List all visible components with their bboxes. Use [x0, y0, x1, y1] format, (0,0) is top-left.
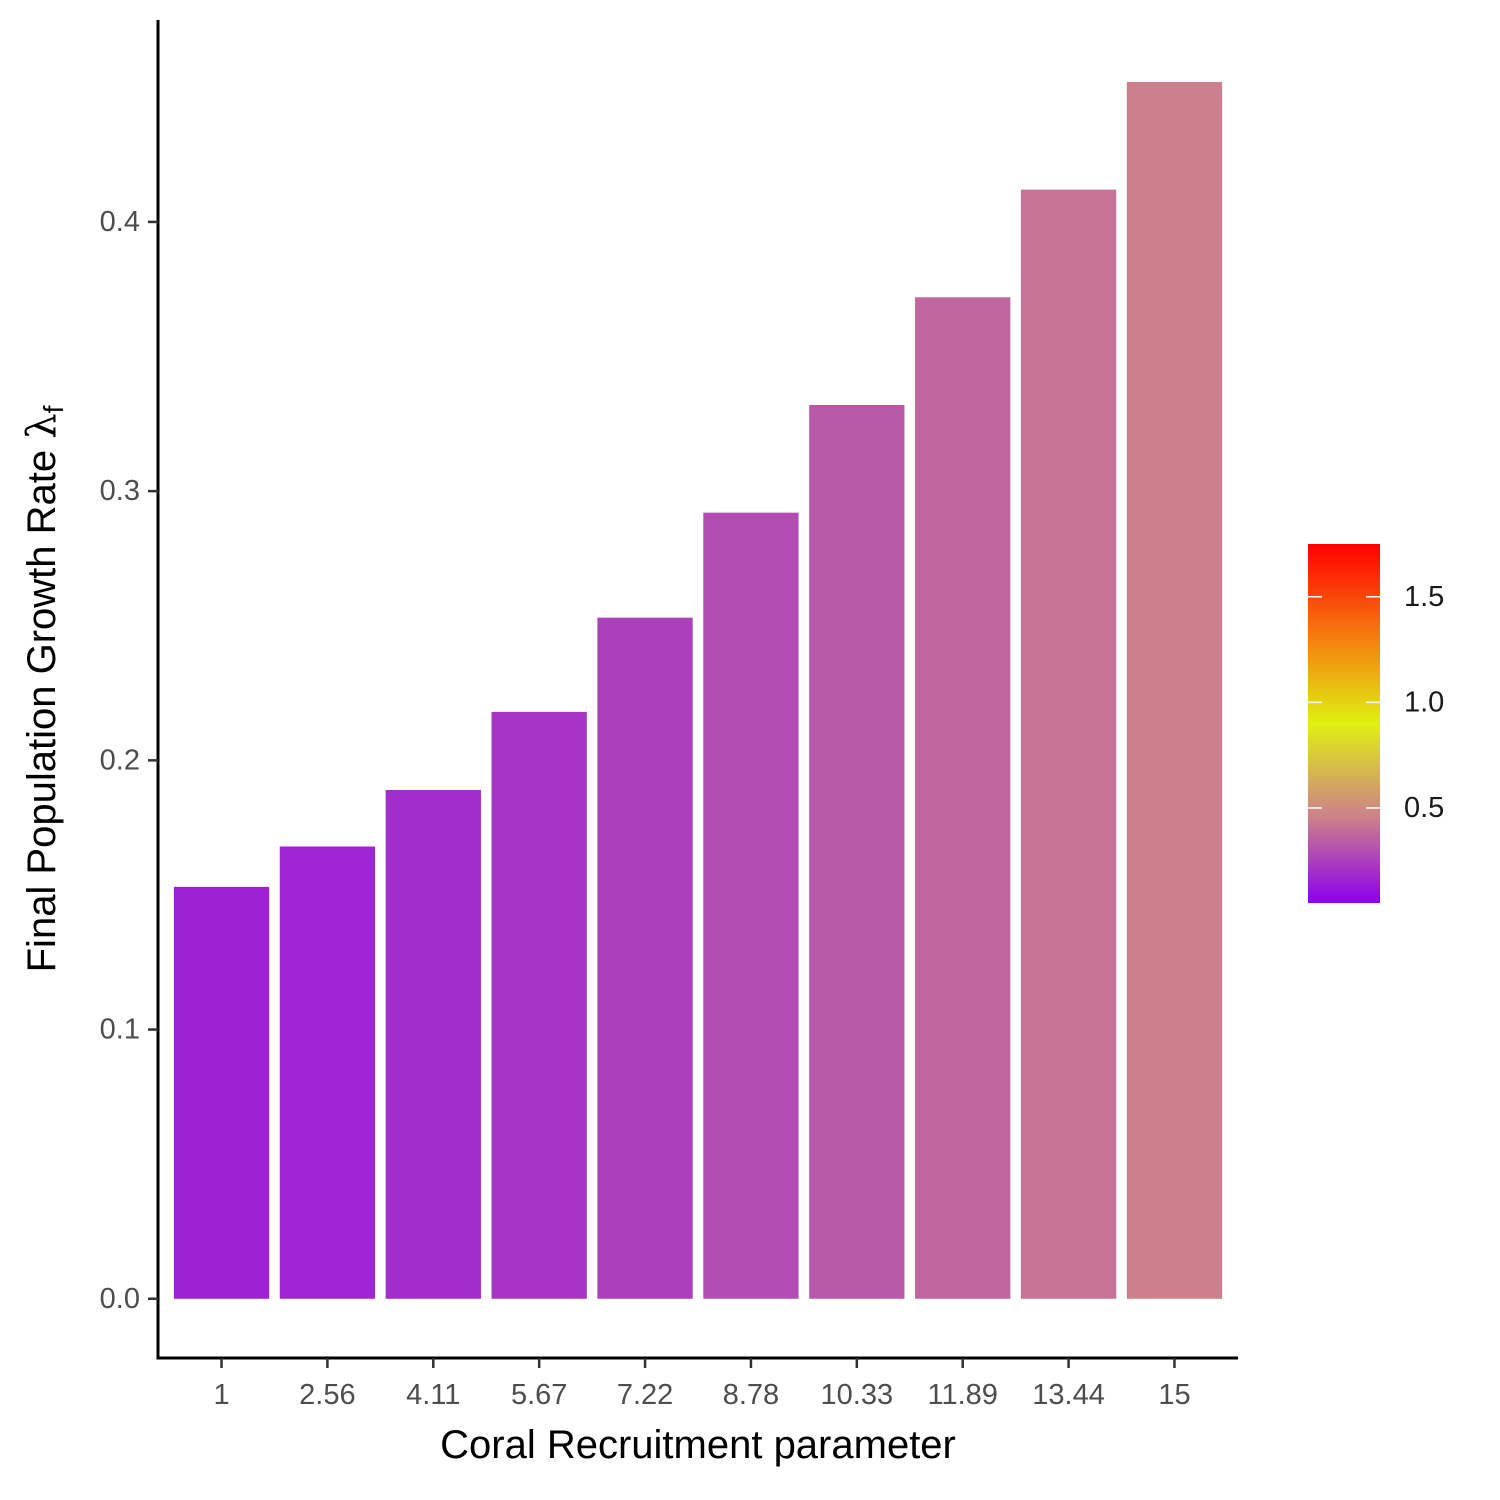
y-axis-title: Final Population Growth Rate λf — [19, 405, 69, 972]
colorbar-tick-label: 1.5 — [1404, 581, 1444, 613]
y-tick-label: 0.4 — [100, 206, 140, 238]
x-tick-label: 4.11 — [406, 1379, 460, 1411]
x-tick-label: 13.44 — [1032, 1379, 1105, 1411]
y-tick-label: 0.0 — [100, 1283, 140, 1315]
bar-10.33 — [809, 404, 905, 1299]
x-tick-label: 2.56 — [299, 1379, 355, 1411]
x-tick-label: 5.67 — [511, 1379, 567, 1411]
y-tick-label: 0.2 — [100, 744, 140, 776]
bar-1 — [173, 886, 270, 1299]
bar-13.44 — [1020, 189, 1117, 1299]
labels-layer: 0.0 0.1 0.2 0.3 0.4 1 2.56 4.11 5.67 7.22 8.78 10.3… — [19, 206, 1191, 1467]
x-tick-label: 8.78 — [723, 1379, 779, 1411]
bar-7.22 — [597, 617, 693, 1299]
colorbar-legend: 0.5 1.0 1.5 — [1308, 544, 1444, 903]
bar-5.67 — [491, 711, 587, 1299]
y-tick-label: 0.1 — [100, 1014, 140, 1046]
bar-11.89 — [915, 297, 1011, 1299]
bars-layer — [173, 81, 1223, 1299]
x-axis-title: Coral Recruitment parameter — [440, 1423, 956, 1467]
bar-8.78 — [703, 512, 799, 1299]
x-tick-label: 11.89 — [927, 1379, 997, 1411]
bar-4.11 — [385, 789, 481, 1299]
x-tick-label: 10.33 — [821, 1379, 894, 1411]
bar-2.56 — [279, 846, 376, 1299]
x-tick-label: 7.22 — [617, 1379, 673, 1411]
colorbar-tick-label: 1.0 — [1404, 686, 1444, 718]
x-tick-label: 15 — [1158, 1379, 1190, 1411]
colorbar-tick-label: 0.5 — [1404, 792, 1444, 824]
axes-layer — [148, 20, 1238, 1368]
x-tick-label: 1 — [213, 1379, 229, 1411]
colorbar — [1308, 544, 1380, 903]
y-tick-label: 0.3 — [100, 475, 140, 507]
bar-15 — [1126, 81, 1223, 1299]
